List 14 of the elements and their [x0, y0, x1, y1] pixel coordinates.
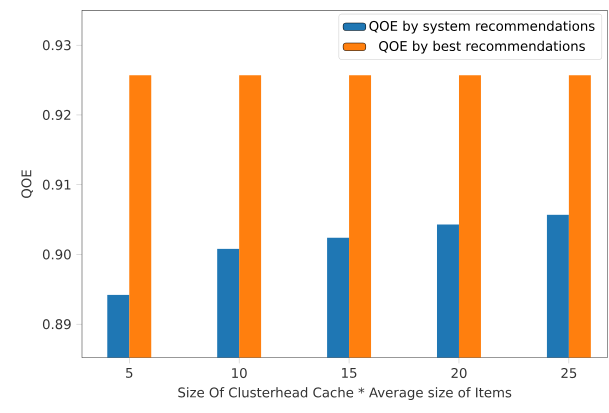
x-tick-label: 10	[232, 368, 247, 378]
legend-label: QOE by best recommendations	[379, 40, 585, 54]
x-tick-label: 25	[561, 368, 576, 378]
x-axis-title: Size Of Clusterhead Cache * Average size of Items	[178, 387, 512, 400]
x-tick-label: 15	[342, 368, 356, 378]
y-tick-label: 0.89	[42, 319, 71, 330]
y-tick-label: 0.90	[42, 249, 71, 260]
y-tick-label: 0.93	[42, 40, 71, 50]
legend-label: QOE by system recommendations	[369, 20, 595, 34]
x-tick-label: 20	[452, 368, 467, 378]
y-tick-label: 0.91	[42, 180, 70, 190]
y-tick-label: 0.92	[42, 110, 70, 120]
x-tick-label: 5	[126, 368, 132, 378]
y-axis-title: QOE	[21, 170, 33, 198]
